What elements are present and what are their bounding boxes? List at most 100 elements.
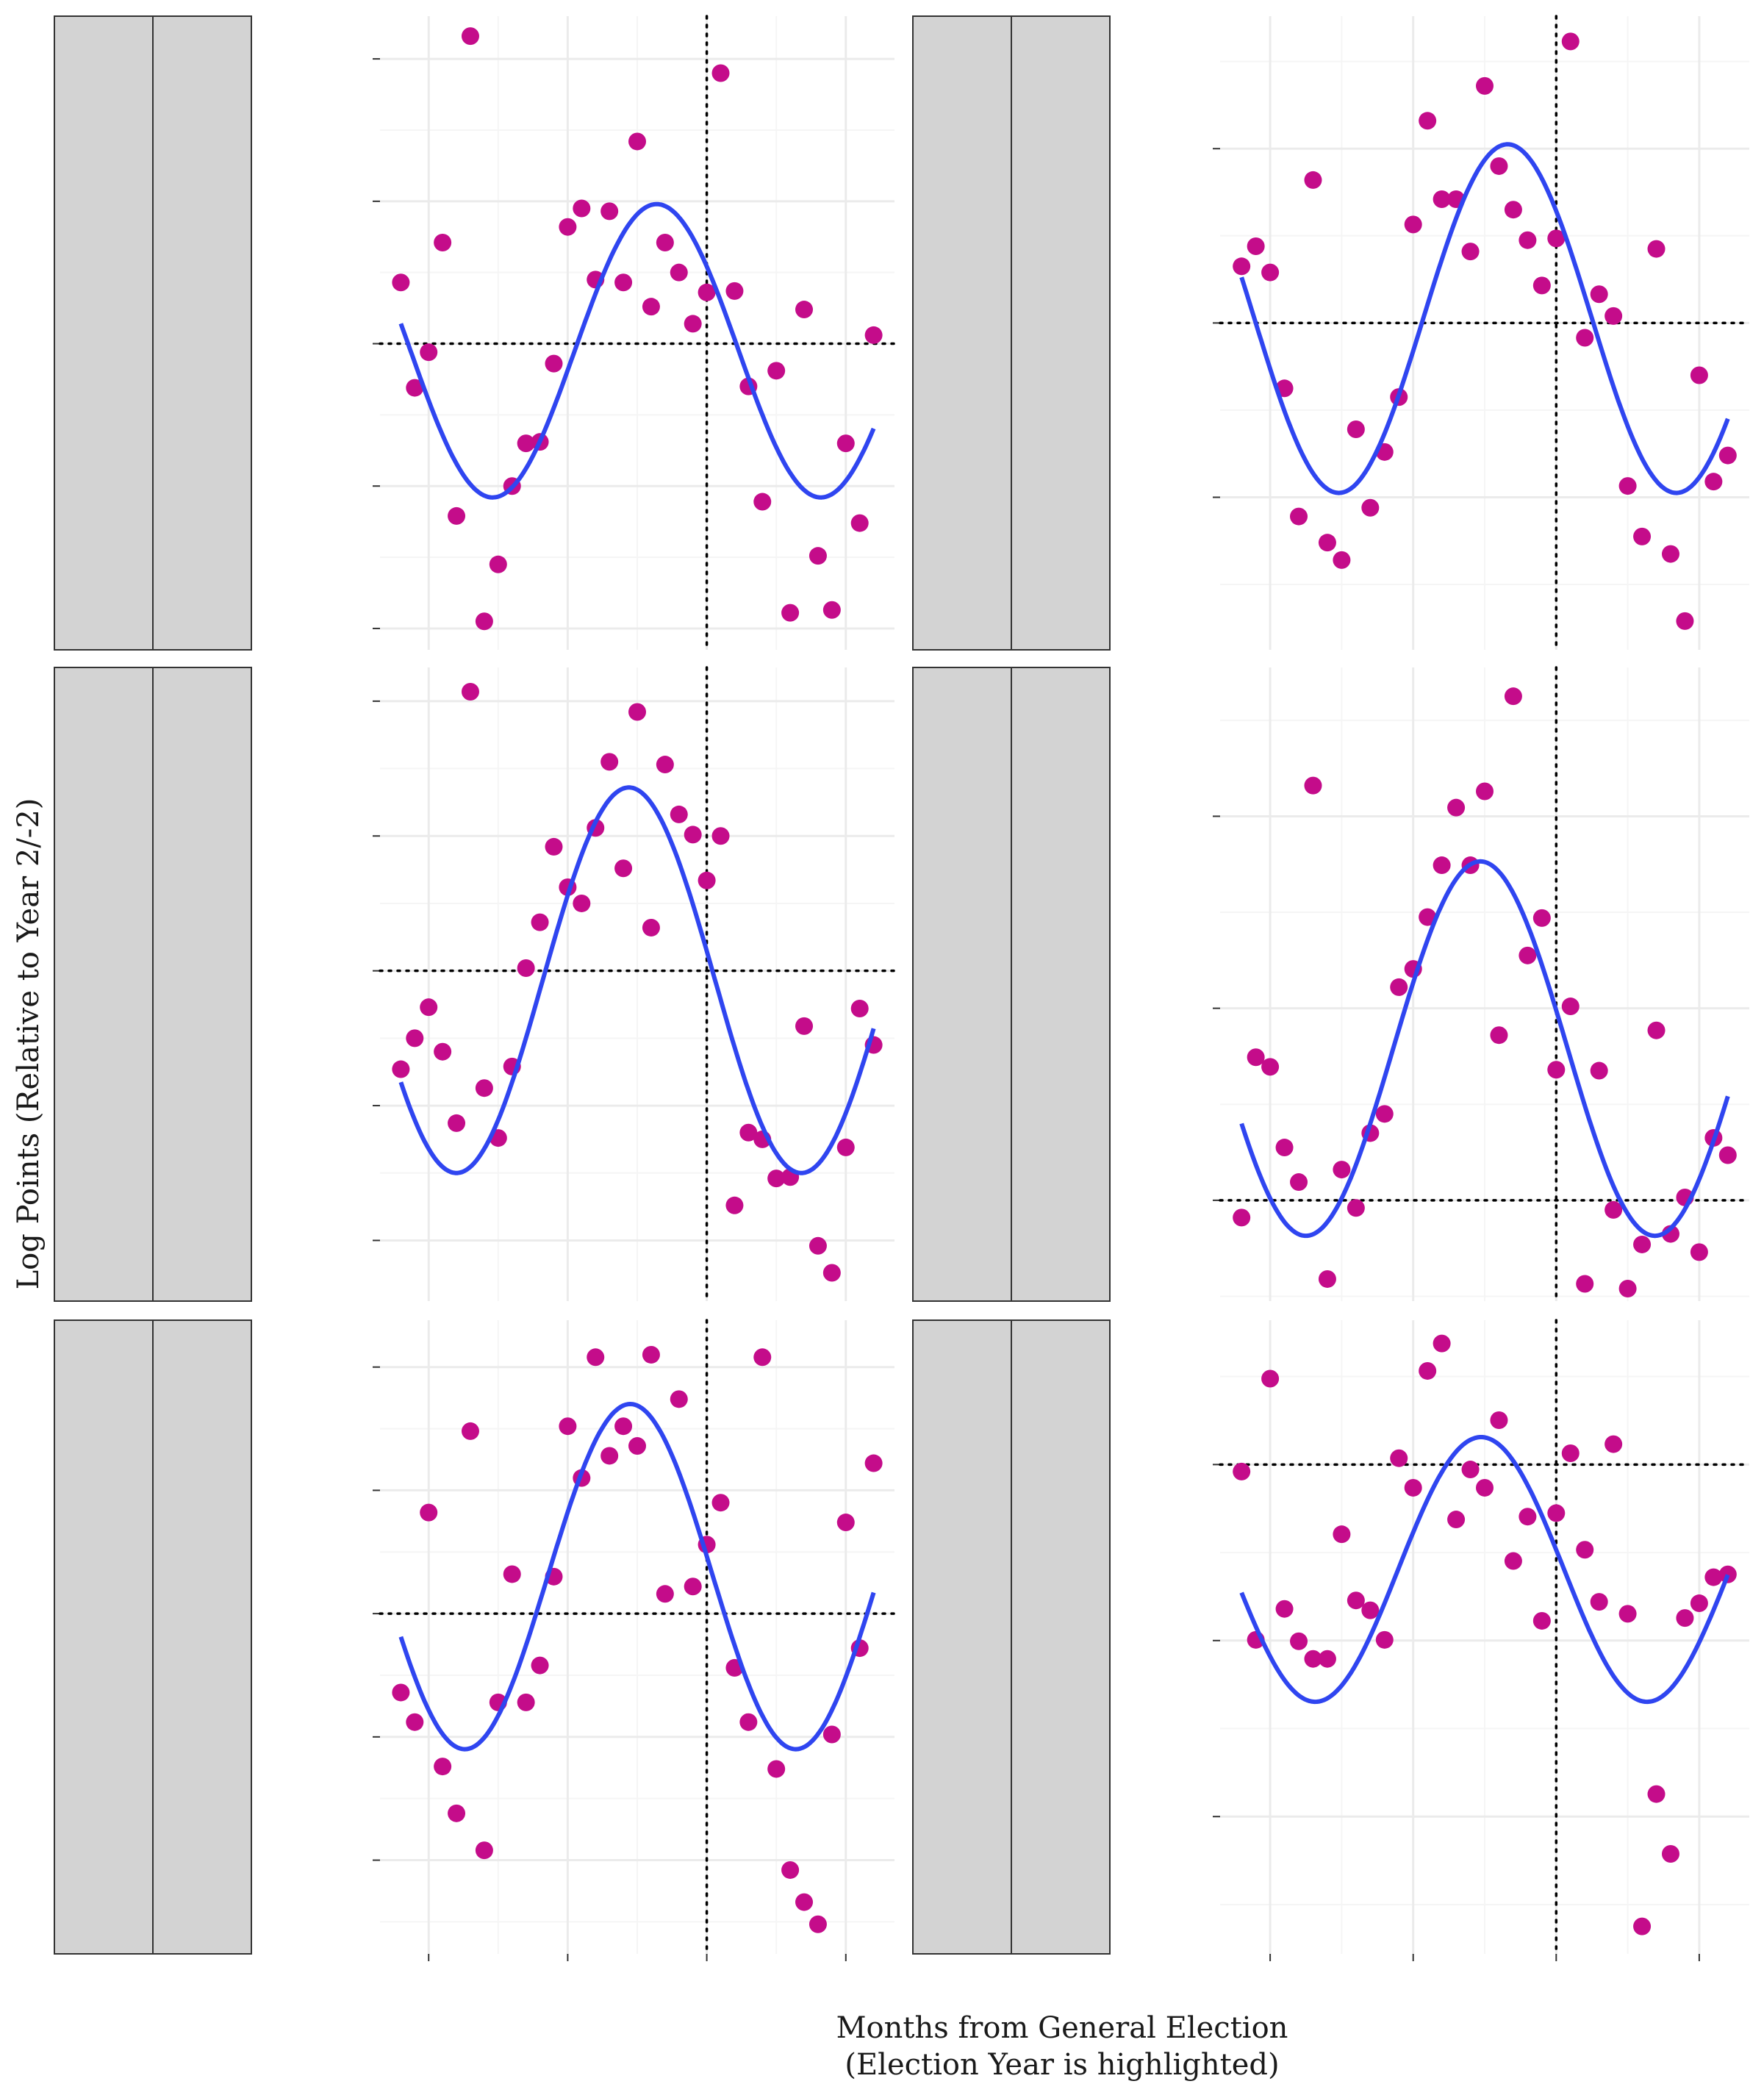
data-point bbox=[1275, 1139, 1294, 1157]
data-point bbox=[1605, 1435, 1623, 1453]
data-point bbox=[392, 1060, 410, 1078]
data-point bbox=[1233, 1462, 1251, 1480]
data-point bbox=[1361, 1601, 1380, 1619]
data-point bbox=[698, 283, 716, 301]
data-point bbox=[1333, 1161, 1351, 1179]
data-point bbox=[850, 1000, 869, 1018]
data-point bbox=[1676, 612, 1694, 630]
data-point bbox=[531, 913, 549, 931]
data-point bbox=[628, 1437, 646, 1455]
data-point bbox=[698, 871, 716, 889]
data-point bbox=[1261, 1369, 1280, 1388]
data-point bbox=[656, 756, 674, 774]
data-point bbox=[822, 1264, 841, 1282]
data-point bbox=[475, 1079, 493, 1097]
data-point bbox=[670, 805, 688, 823]
data-point bbox=[1690, 1243, 1708, 1261]
data-point bbox=[1290, 1632, 1308, 1650]
data-point bbox=[1476, 1478, 1494, 1497]
data-point bbox=[517, 959, 535, 977]
data-point bbox=[545, 354, 563, 373]
data-point bbox=[1633, 1235, 1652, 1253]
data-point bbox=[600, 202, 619, 221]
data-point bbox=[767, 1760, 786, 1778]
data-point bbox=[1490, 1411, 1508, 1430]
data-point bbox=[1532, 1611, 1551, 1630]
data-point bbox=[822, 601, 841, 619]
data-point bbox=[434, 233, 452, 251]
data-point bbox=[628, 703, 646, 721]
data-point bbox=[628, 132, 646, 151]
data-point bbox=[642, 1345, 660, 1364]
data-point bbox=[1547, 1061, 1566, 1079]
data-point bbox=[795, 301, 814, 319]
data-point bbox=[739, 1713, 758, 1731]
data-point bbox=[808, 1236, 827, 1255]
data-point bbox=[1318, 1269, 1336, 1288]
data-point bbox=[392, 273, 410, 292]
data-point bbox=[448, 506, 466, 525]
strip-violent-admissions-crime bbox=[54, 1319, 154, 1955]
data-point bbox=[836, 1514, 855, 1532]
data-point bbox=[559, 1417, 577, 1436]
data-point bbox=[1519, 946, 1537, 964]
data-point bbox=[420, 998, 438, 1017]
data-point bbox=[795, 1893, 814, 1911]
data-point bbox=[1590, 1061, 1608, 1080]
data-point bbox=[1275, 1600, 1294, 1618]
data-point bbox=[1561, 32, 1580, 51]
data-point bbox=[1433, 856, 1451, 875]
data-point bbox=[1304, 171, 1322, 189]
data-point bbox=[1647, 240, 1666, 258]
data-point bbox=[1447, 1511, 1466, 1529]
data-point bbox=[753, 1348, 772, 1367]
x-axis-title-line2: (Election Year is highlighted) bbox=[845, 2048, 1279, 2082]
data-point bbox=[1676, 1609, 1694, 1627]
data-point bbox=[600, 1447, 619, 1465]
fit-curve bbox=[398, 1402, 876, 1752]
data-point bbox=[434, 1042, 452, 1061]
strip-property-admissions-measure bbox=[152, 667, 252, 1302]
fit-curve bbox=[1239, 1435, 1730, 1705]
data-point bbox=[1647, 1785, 1666, 1803]
data-point bbox=[1476, 76, 1494, 95]
data-point bbox=[545, 837, 563, 856]
data-point bbox=[448, 1804, 466, 1822]
data-point bbox=[1361, 498, 1380, 517]
data-point bbox=[517, 1693, 535, 1711]
strip-property-sentence-months-crime bbox=[912, 667, 1012, 1302]
data-point bbox=[836, 434, 855, 453]
data-point bbox=[1605, 307, 1623, 325]
x-axis-title-line1: Months from General Election bbox=[836, 2011, 1288, 2045]
data-point bbox=[1476, 782, 1494, 801]
data-point bbox=[1532, 276, 1551, 295]
data-point bbox=[461, 27, 479, 46]
strip-drug-sentence-months-measure bbox=[1011, 15, 1111, 651]
data-point bbox=[1390, 1449, 1408, 1467]
data-point bbox=[1461, 243, 1480, 261]
data-point bbox=[850, 514, 869, 532]
data-point bbox=[1547, 229, 1566, 248]
data-point bbox=[1504, 201, 1522, 219]
data-point bbox=[739, 1123, 758, 1142]
strip-property-sentence-months-measure bbox=[1011, 667, 1111, 1302]
data-point bbox=[1375, 1105, 1394, 1123]
data-point bbox=[406, 1029, 424, 1048]
data-point bbox=[1233, 1208, 1251, 1227]
data-point bbox=[1247, 1048, 1265, 1067]
data-point bbox=[1375, 1630, 1394, 1649]
data-point bbox=[1618, 1605, 1637, 1623]
data-point bbox=[503, 1565, 521, 1583]
data-point bbox=[1590, 1593, 1608, 1611]
strip-drug-admissions-crime bbox=[54, 15, 154, 651]
data-point bbox=[1304, 776, 1322, 795]
data-point bbox=[1390, 978, 1408, 996]
data-point bbox=[1519, 1508, 1537, 1526]
data-point bbox=[420, 1503, 438, 1522]
data-point bbox=[1347, 420, 1365, 439]
data-point bbox=[461, 1422, 479, 1440]
data-point bbox=[1318, 1650, 1336, 1668]
data-point bbox=[1590, 285, 1608, 304]
data-point bbox=[684, 1577, 702, 1596]
data-point bbox=[795, 1017, 814, 1035]
